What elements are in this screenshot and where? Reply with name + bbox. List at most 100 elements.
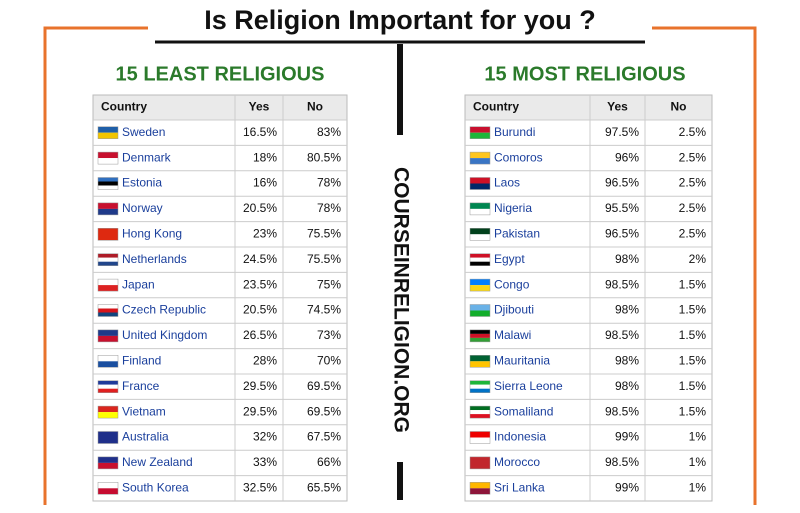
flag-border [97, 355, 119, 368]
cell-value: 32% [253, 430, 277, 444]
flag [470, 177, 490, 184]
flag [470, 304, 490, 311]
flag [98, 462, 118, 469]
flag [470, 329, 490, 334]
cell-value: 74.5% [307, 303, 341, 317]
cell-value: 98% [615, 353, 639, 367]
cell-value: 96.5% [605, 176, 639, 190]
flag [98, 335, 118, 342]
flag [470, 261, 490, 266]
flag [470, 183, 490, 190]
side-text: COURSEINRELIGION.ORG [389, 167, 412, 433]
flag-border [469, 278, 491, 292]
flag [98, 261, 118, 266]
cell-value: 67.5% [307, 430, 341, 444]
cell-value: 75.5% [307, 226, 341, 240]
cell-value: 66% [317, 455, 341, 469]
left-frame [43, 26, 148, 505]
flag [470, 285, 490, 292]
flag-border [469, 151, 491, 165]
cell-value: 20.5% [243, 201, 277, 215]
flag-border [469, 482, 491, 495]
flag [98, 361, 118, 368]
cell-value: 2% [689, 252, 707, 266]
header-row [464, 94, 713, 121]
country: Laos [494, 176, 520, 190]
flag [470, 152, 490, 159]
flag [470, 126, 490, 133]
flag [98, 488, 118, 495]
cell-value: 20.5% [243, 303, 277, 317]
cell-value: 1.5% [679, 328, 707, 342]
country: Vietnam [122, 404, 166, 418]
country: Sweden [122, 125, 165, 139]
flag [98, 355, 118, 362]
flag-border [97, 431, 119, 444]
country: New Zealand [122, 455, 193, 469]
flag-border [469, 380, 491, 393]
flag [98, 185, 118, 190]
cell-value: 23.5% [243, 277, 277, 291]
country: Congo [494, 277, 530, 291]
flag-border [97, 126, 119, 139]
flag [98, 308, 118, 313]
column-header: Yes [249, 100, 270, 114]
cell-value: 80.5% [307, 150, 341, 164]
flag [470, 355, 490, 362]
cell-value: 24.5% [243, 252, 277, 266]
country: Hong Kong [122, 226, 182, 240]
country: Morocco [494, 455, 540, 469]
cell-value: 1% [689, 430, 707, 444]
cell-value: 16% [253, 176, 277, 190]
cell-value: 2.5% [679, 201, 707, 215]
flag [470, 456, 490, 469]
cell-value: 29.5% [243, 379, 277, 393]
flag [470, 279, 490, 286]
table-heading: 15 MOST RELIGIOUS [484, 63, 685, 85]
column-header: Yes [607, 100, 628, 114]
flag-border [97, 380, 119, 393]
country: Japan [122, 277, 155, 291]
flag [470, 361, 490, 368]
flag-border [97, 253, 119, 266]
cell-value: 1% [689, 455, 707, 469]
country: Australia [122, 430, 169, 444]
column-header: Country [101, 100, 147, 114]
cell-value: 70% [317, 353, 341, 367]
country: Somaliland [494, 404, 553, 418]
country: Malawi [494, 328, 531, 342]
flag-border [97, 228, 119, 241]
country: Denmark [122, 150, 172, 164]
cell-value: 96.5% [605, 226, 639, 240]
flag [98, 126, 118, 133]
cell-value: 69.5% [307, 379, 341, 393]
flag [470, 337, 490, 342]
flag [98, 253, 118, 258]
flag [98, 285, 118, 292]
country: Norway [122, 201, 163, 215]
flag [98, 384, 118, 389]
cell-value: 16.5% [243, 125, 277, 139]
cell-value: 1% [689, 480, 707, 494]
flag [98, 380, 118, 385]
flag [470, 234, 490, 241]
cell-value: 1.5% [679, 353, 707, 367]
flag-border [469, 253, 491, 266]
cell-value: 1.5% [679, 303, 707, 317]
country: Estonia [122, 176, 162, 190]
flag [470, 228, 490, 235]
flag [470, 132, 490, 139]
flag [470, 410, 490, 415]
flag [98, 132, 118, 139]
cell-value: 28% [253, 353, 277, 367]
flag-border [469, 177, 491, 190]
country: Comoros [494, 150, 543, 164]
cell-value: 96% [615, 150, 639, 164]
flag [470, 380, 490, 385]
cell-value: 75% [317, 277, 341, 291]
cell-value: 2.5% [679, 150, 707, 164]
flag-border [97, 405, 119, 419]
flag-border [469, 228, 491, 241]
cell-value: 2.5% [679, 226, 707, 240]
cell-value: 26.5% [243, 328, 277, 342]
